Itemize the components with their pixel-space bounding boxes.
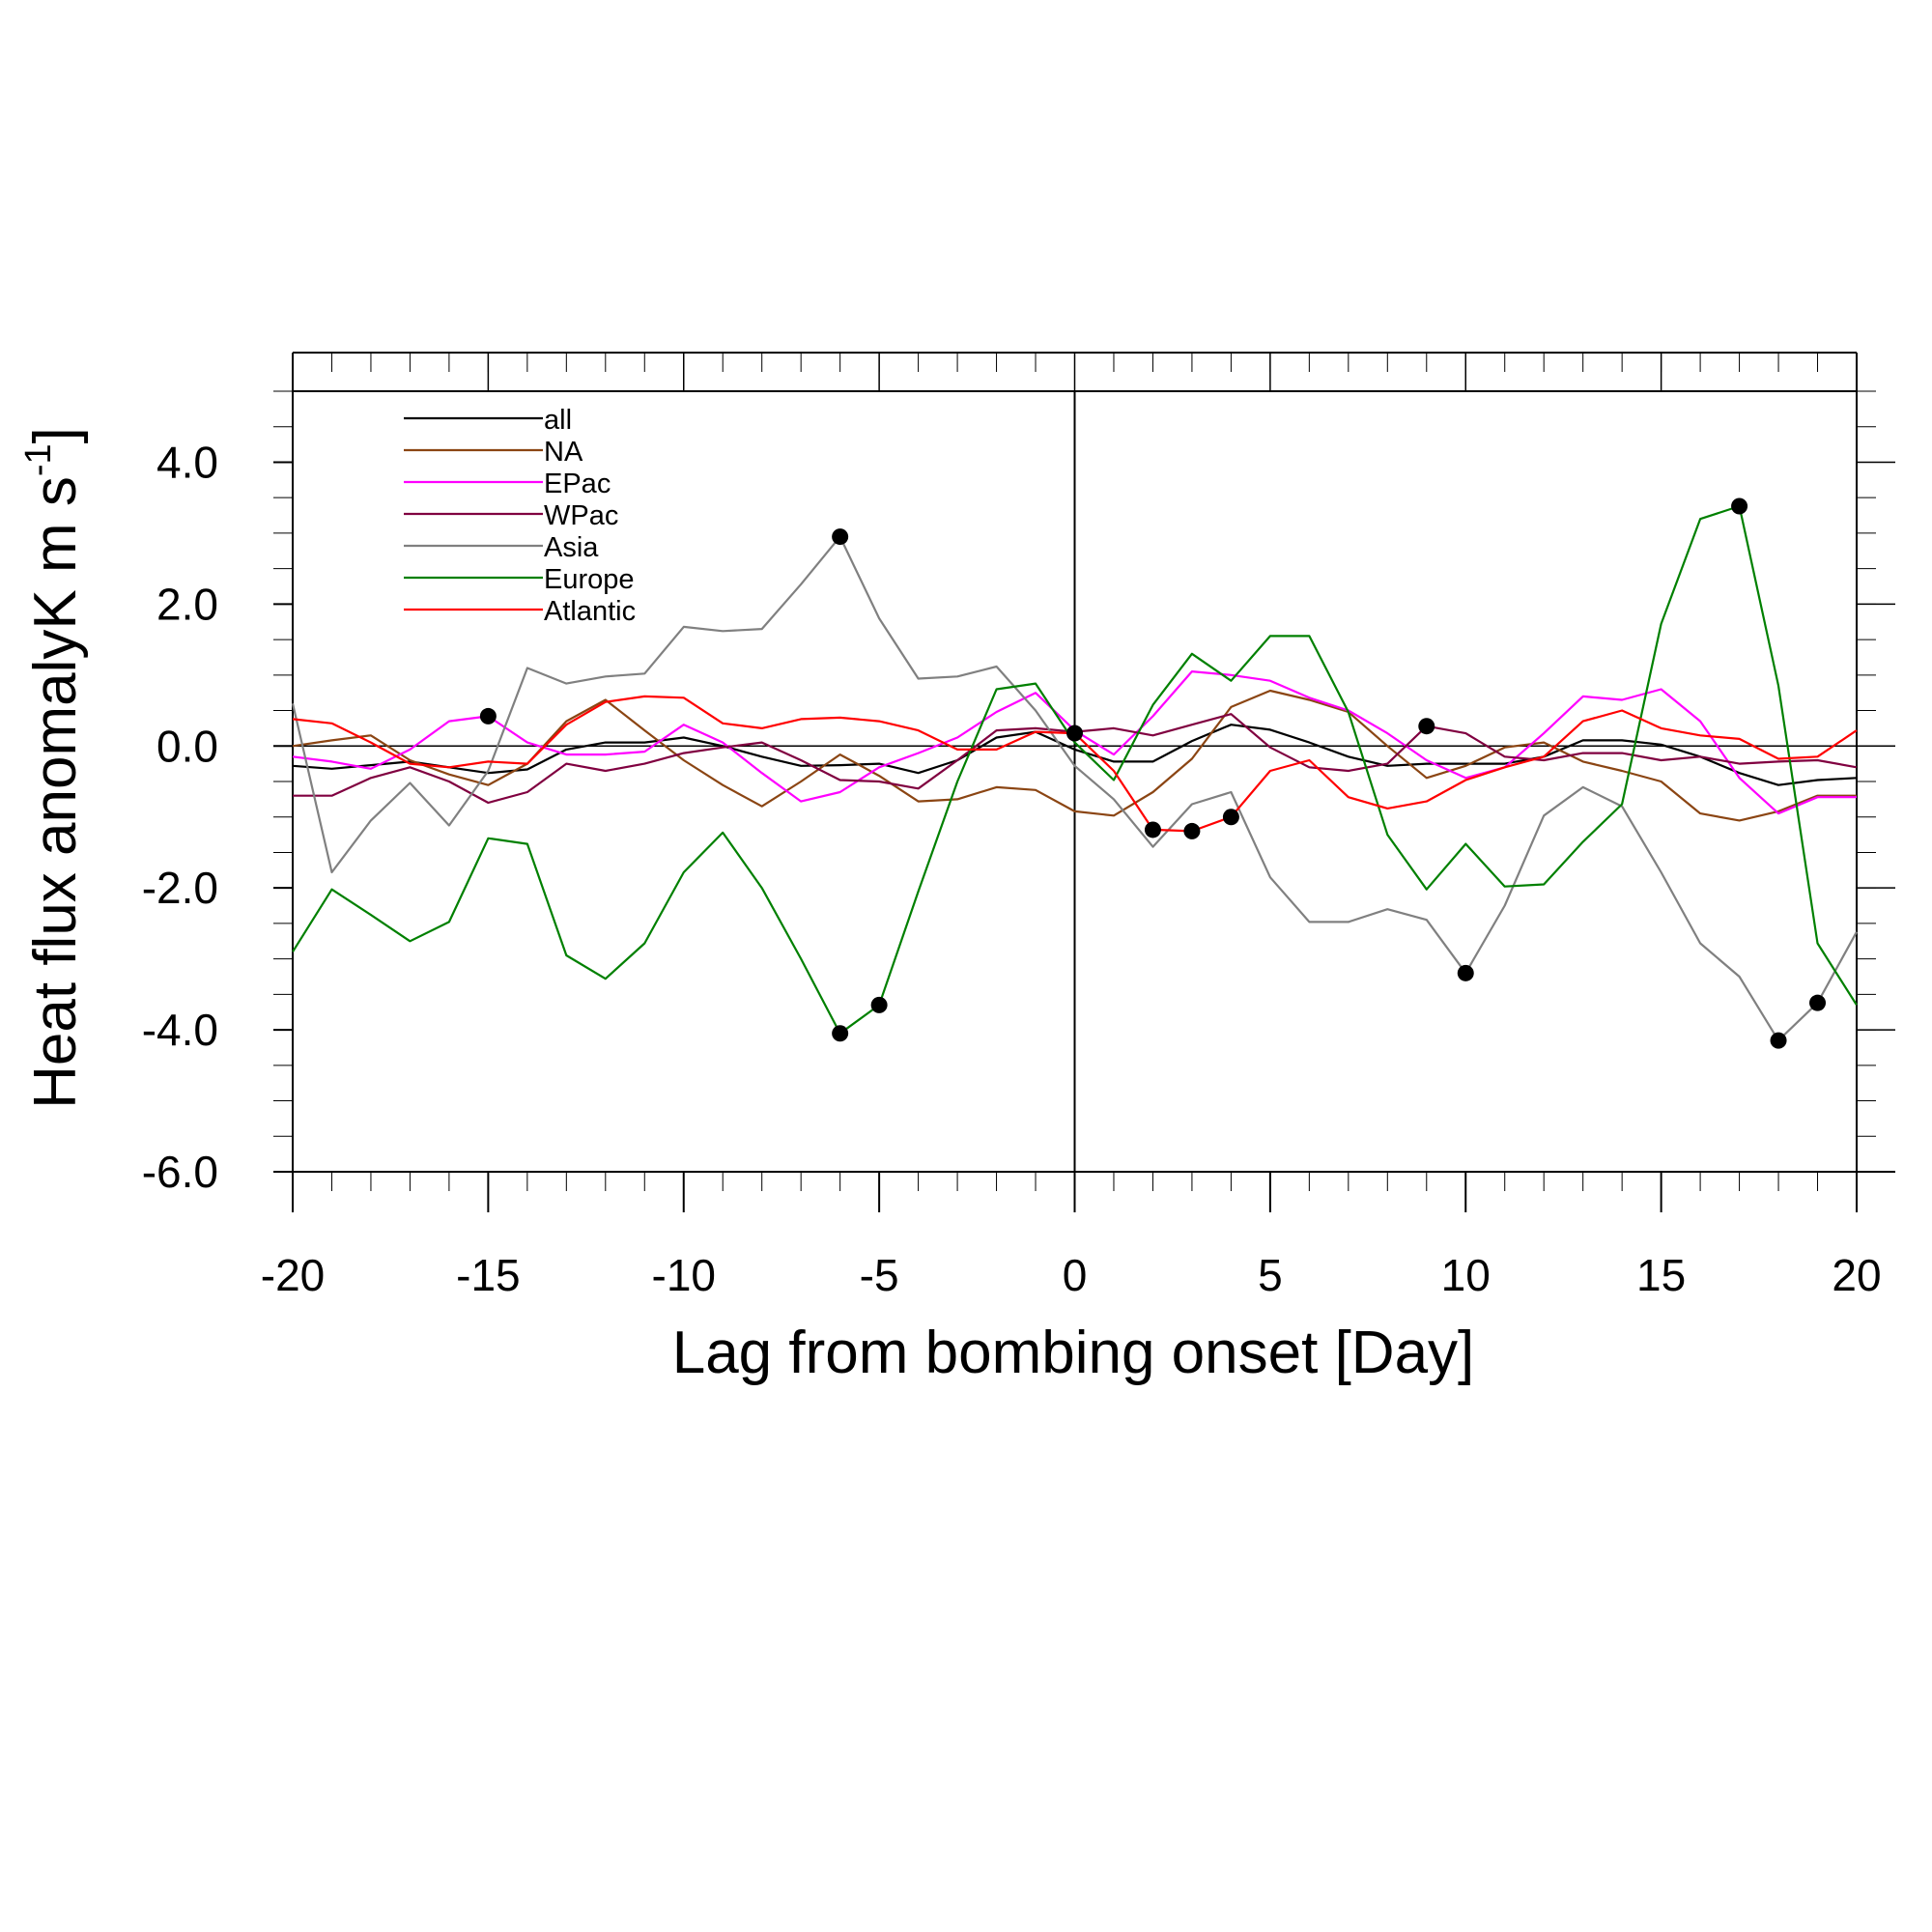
legend-label-na: NA: [544, 437, 583, 468]
marker-europe: [870, 996, 888, 1013]
legend-label-europe: Europe: [544, 564, 635, 595]
x-tick-label: -15: [456, 1250, 520, 1300]
marker-atlantic: [1222, 809, 1239, 826]
marker-atlantic: [1144, 821, 1161, 838]
marker-epac: [479, 707, 497, 724]
x-tick-label: 10: [1441, 1250, 1491, 1300]
y-tick-label: -4.0: [142, 1005, 218, 1055]
x-tick-label: 15: [1636, 1250, 1686, 1300]
marker-asia: [1770, 1032, 1787, 1049]
x-tick-label: 20: [1832, 1250, 1881, 1300]
y-tick-label: 2.0: [156, 579, 218, 629]
legend-label-asia: Asia: [544, 532, 599, 563]
y-tick-label: 4.0: [156, 437, 218, 487]
x-tick-label: 5: [1258, 1250, 1283, 1300]
y-axis-title: Heat flux anomalyK m s-1]: [18, 427, 89, 1109]
y-tick-label: -2.0: [142, 863, 218, 913]
series-line-europe: [292, 504, 1858, 1035]
legend-label-wpac: WPac: [544, 500, 618, 531]
marker-europe: [832, 1025, 849, 1042]
marker-atlantic: [1066, 724, 1083, 742]
marker-europe: [1731, 497, 1748, 515]
x-tick-label: -20: [261, 1250, 325, 1300]
x-tick-label: -5: [860, 1250, 899, 1300]
series-line-asia: [291, 535, 1858, 1042]
series-line-all: [292, 724, 1858, 786]
y-axis: -6.0 -4.0 -2.0 0.0 2.0 4.0: [142, 390, 1895, 1197]
legend-label-atlantic: Atlantic: [544, 596, 636, 627]
x-axis: -20 -15 -10 -5 0 5 10 15 20: [261, 353, 1882, 1300]
y-tick-label: 0.0: [156, 721, 218, 771]
x-axis-title: Lag from bombing onset [Day]: [672, 1320, 1475, 1386]
significance-markers: [479, 497, 1827, 1049]
y-tick-label: -6.0: [142, 1147, 218, 1197]
legend-label-all: all: [544, 405, 572, 436]
y-axis-title-superscript: -1: [18, 443, 59, 476]
x-tick-label: 0: [1063, 1250, 1088, 1300]
y-axis-title-bracket: ]: [22, 427, 89, 443]
marker-asia: [1809, 994, 1827, 1011]
marker-asia: [832, 528, 849, 546]
marker-wpac: [1418, 718, 1435, 735]
marker-asia: [1457, 964, 1474, 981]
legend-label-epac: EPac: [544, 469, 611, 499]
marker-atlantic: [1183, 822, 1201, 839]
series-line-na: [292, 689, 1857, 822]
x-tick-label: -10: [652, 1250, 716, 1300]
y-axis-title-text: Heat flux anomalyK m s: [22, 476, 89, 1109]
